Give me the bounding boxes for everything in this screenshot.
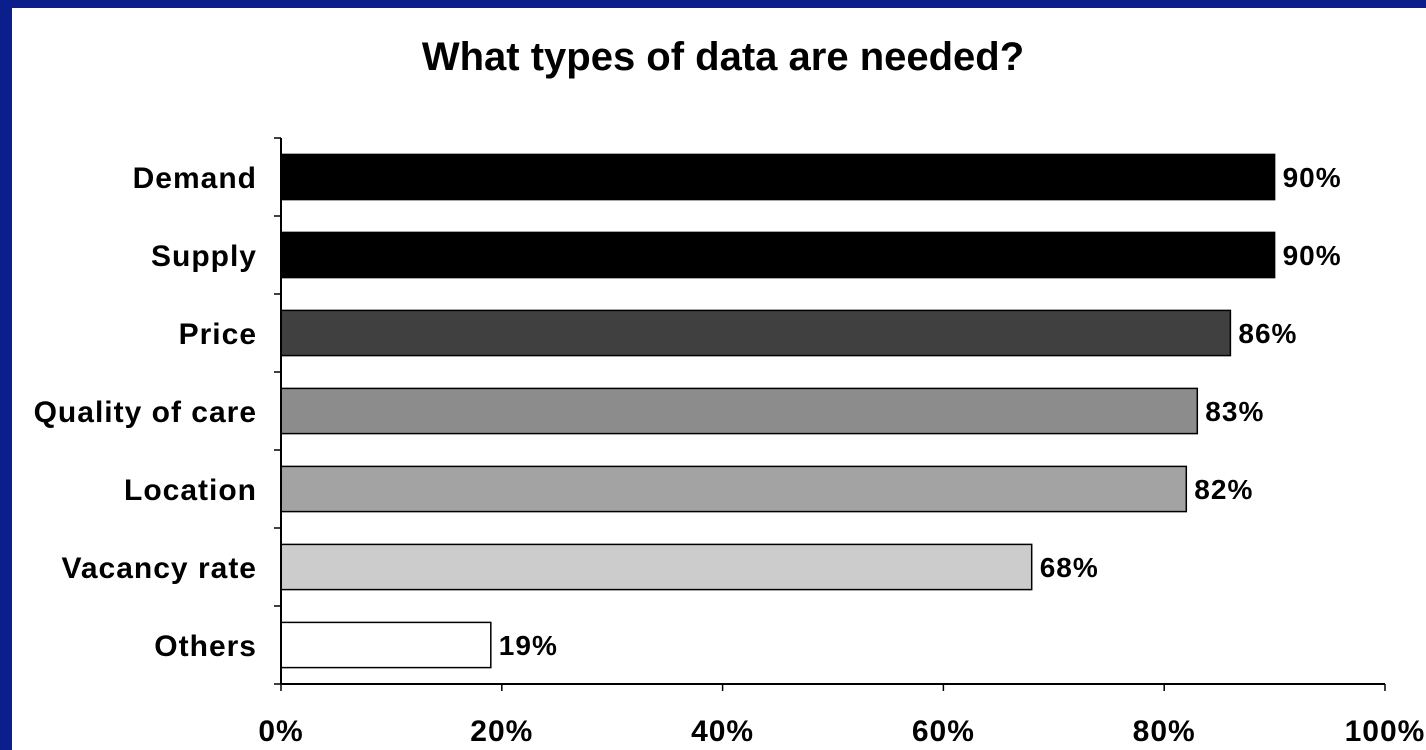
category-label: Vacancy rate xyxy=(62,552,257,585)
category-label: Demand xyxy=(133,162,257,195)
axes-layer: 0% 20% 40% 60% 80% 100% xyxy=(258,137,1426,748)
data-label: 19% xyxy=(499,630,558,661)
bar-others xyxy=(280,621,492,669)
bar-demand xyxy=(280,153,1276,201)
category-label: Quality of care xyxy=(34,396,257,429)
data-label: 82% xyxy=(1194,474,1253,505)
category-label: Location xyxy=(124,474,257,507)
chart-frame: What types of data are needed? Demand 90%… xyxy=(12,8,1426,750)
bar-supply xyxy=(280,231,1276,279)
category-label: Supply xyxy=(151,240,257,273)
bars-layer: Demand 90% Supply 90% Price 86% Quality of car… xyxy=(34,153,1342,669)
bar-chart: What types of data are needed? Demand 90%… xyxy=(34,35,1426,748)
x-tick-label: 20% xyxy=(470,715,533,748)
x-tick-label: 40% xyxy=(691,715,754,748)
x-tick-label: 80% xyxy=(1133,715,1196,748)
data-label: 86% xyxy=(1238,318,1297,349)
x-tick-label: 60% xyxy=(912,715,975,748)
x-tick-label: 0% xyxy=(258,715,303,748)
bar-vacancy-rate xyxy=(280,543,1033,591)
data-label: 83% xyxy=(1205,396,1264,427)
bar-price xyxy=(280,309,1232,357)
category-label: Price xyxy=(179,318,257,351)
data-label: 90% xyxy=(1283,162,1342,193)
data-label: 68% xyxy=(1040,552,1099,583)
category-label: Others xyxy=(154,630,257,663)
bar-location xyxy=(280,465,1188,513)
data-label: 90% xyxy=(1283,240,1342,271)
bar-quality-of-care xyxy=(280,387,1199,435)
x-tick-label: 100% xyxy=(1345,715,1426,748)
chart-title: What types of data are needed? xyxy=(422,35,1024,79)
